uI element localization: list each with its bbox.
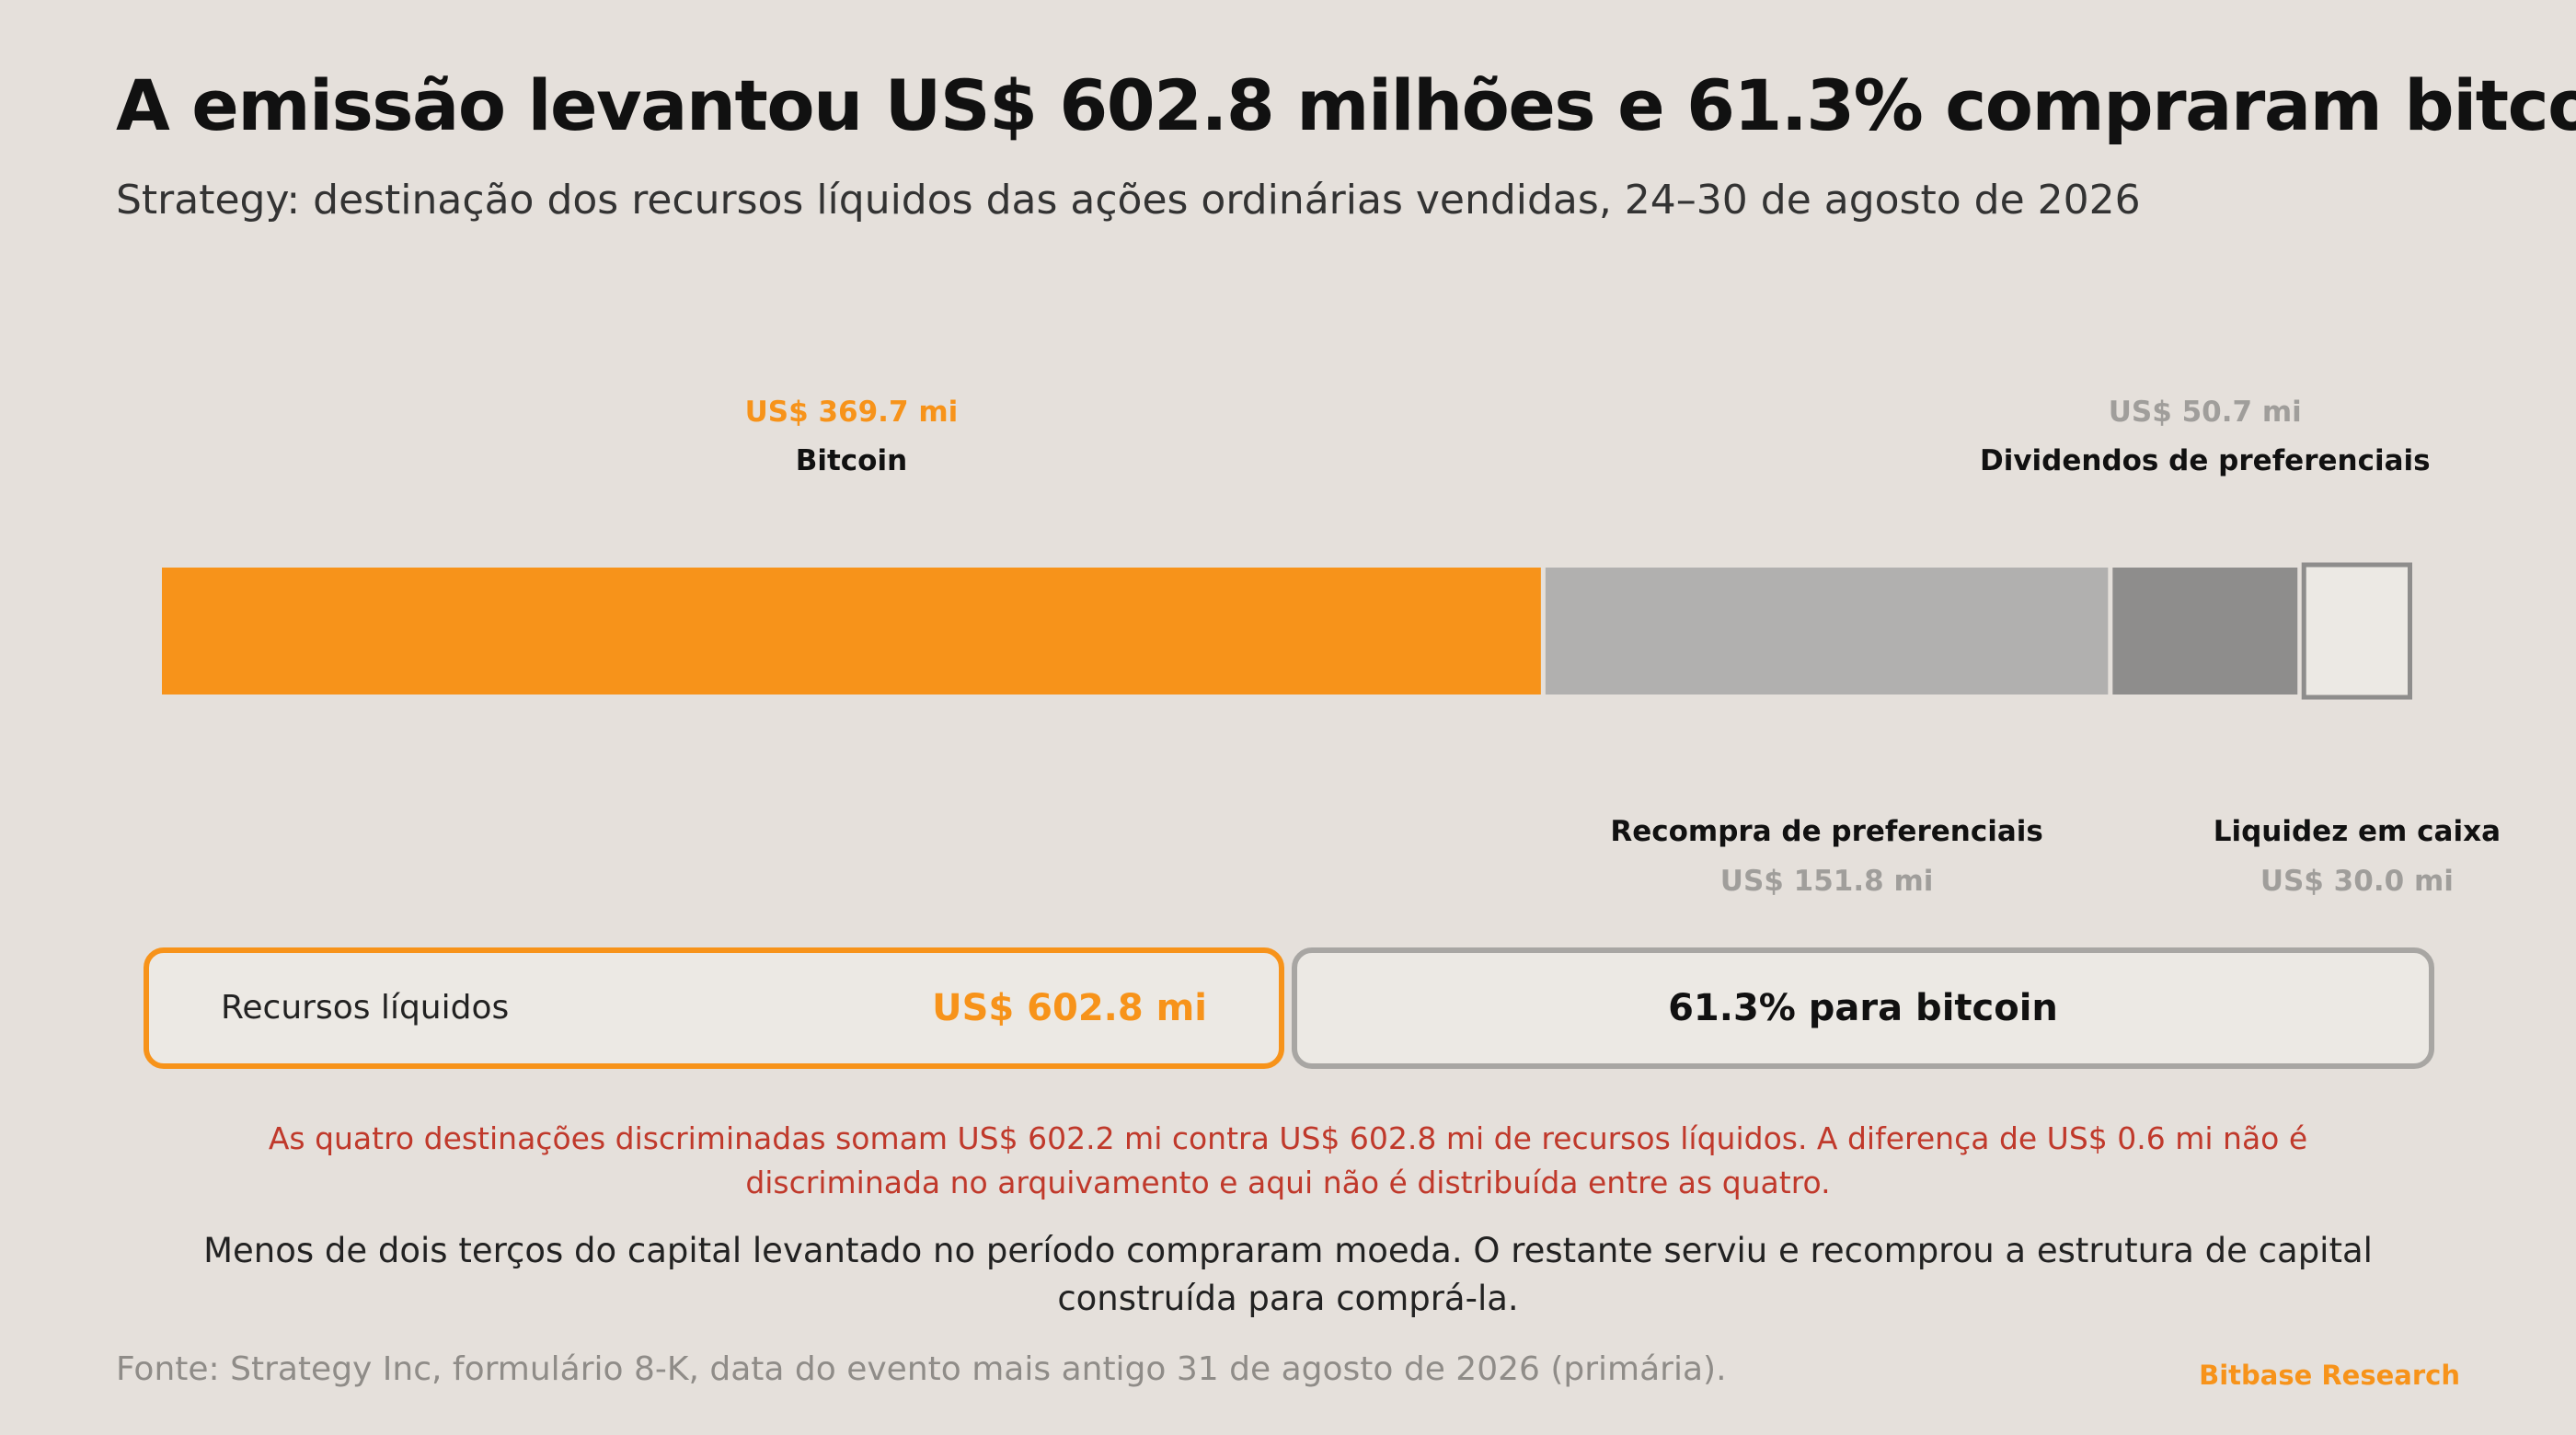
- segment-value-label: US$ 369.7 mi: [745, 396, 959, 429]
- stacked-bar-chart: Bitcoin US$ 369.7 mi Recompra de preferenc…: [162, 396, 2501, 898]
- net-proceeds-value: US$ 602.8 mi: [932, 987, 1207, 1029]
- chart-title: A emissão levantou US$ 602.8 milhões e 6…: [116, 64, 2576, 146]
- bar-segment-3: [2112, 568, 2298, 695]
- segment-name-label: Bitcoin: [796, 444, 907, 477]
- segment-name-label: Liquidez em caixa: [2214, 815, 2501, 848]
- bitcoin-share-box: 61.3% para bitcoin: [1292, 947, 2434, 1069]
- bar-segment-4: [2301, 562, 2413, 700]
- segment-value-label: US$ 151.8 mi: [1720, 865, 1934, 898]
- segment-name-label: Recompra de preferenciais: [1610, 815, 2042, 848]
- bitcoin-share-text: 61.3% para bitcoin: [1668, 987, 2058, 1029]
- chart-subtitle: Strategy: destinação dos recursos líquid…: [116, 177, 2141, 224]
- segment-value-label: US$ 50.7 mi: [2109, 396, 2302, 429]
- source-note: Fonte: Strategy Inc, formulário 8-K, dat…: [116, 1350, 1727, 1388]
- segment-value-label: US$ 30.0 mi: [2260, 865, 2454, 898]
- segment-name-label: Dividendos de preferenciais: [1980, 444, 2431, 477]
- net-proceeds-box: Recursos líquidos US$ 602.8 mi: [144, 947, 1284, 1069]
- brand-label: Bitbase Research: [2199, 1360, 2460, 1391]
- bar-segment-2: [1545, 568, 2109, 695]
- bar-segment-1: [162, 568, 1541, 695]
- takeaway-text: Menos de dois terços do capital levantad…: [203, 1231, 2373, 1318]
- reconciliation-note: As quatro destinações discriminadas soma…: [268, 1120, 2308, 1200]
- net-proceeds-label: Recursos líquidos: [221, 989, 510, 1027]
